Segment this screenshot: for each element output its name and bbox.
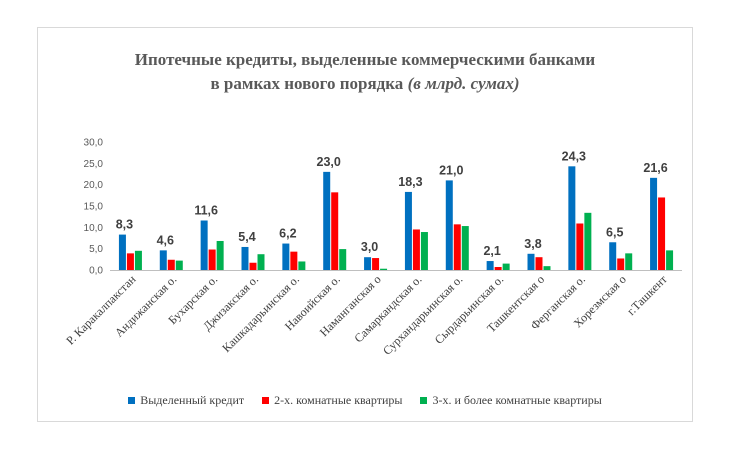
bar xyxy=(241,246,249,270)
category-label: Кашкадарьинская о. xyxy=(219,272,302,355)
data-label: 4,6 xyxy=(157,233,174,247)
y-tick-label: 5,0 xyxy=(89,244,103,255)
category-label: Сырдарьинская о. xyxy=(432,272,507,347)
data-label: 5,4 xyxy=(238,230,255,244)
bar xyxy=(609,242,617,270)
bar xyxy=(568,166,576,270)
chart-title-line2: в рамках нового порядка (в млрд. сумах) xyxy=(37,72,693,96)
bar xyxy=(290,251,298,270)
data-label: 21,6 xyxy=(643,161,667,175)
legend-item: 3-х. и более комнатные квартиры xyxy=(420,393,602,408)
chart-legend: Выделенный кредит 2-х. комнатные квартиры… xyxy=(37,393,693,408)
data-label: 23,0 xyxy=(317,155,341,169)
bar xyxy=(617,258,625,270)
bar xyxy=(625,253,633,270)
chart-frame xyxy=(37,27,693,422)
y-tick-label: 20,0 xyxy=(84,180,104,191)
legend-swatch xyxy=(262,397,270,404)
bar xyxy=(331,192,339,270)
y-tick-label: 0,0 xyxy=(89,266,103,277)
legend-item: 2-х. комнатные квартиры xyxy=(262,393,402,408)
data-label: 8,3 xyxy=(116,218,133,232)
chart-title-line1: Ипотечные кредиты, выделенные коммерческ… xyxy=(134,50,596,69)
data-label: 3,8 xyxy=(524,237,541,251)
bar xyxy=(323,171,331,270)
legend-swatch xyxy=(420,397,428,404)
data-label: 2,1 xyxy=(483,244,500,258)
y-tick-label: 15,0 xyxy=(84,202,104,213)
bar xyxy=(118,234,126,270)
chart-title: Ипотечные кредиты, выделенные коммерческ… xyxy=(37,48,693,96)
data-label: 24,3 xyxy=(562,149,586,163)
bar xyxy=(339,249,347,270)
bar xyxy=(380,268,388,270)
category-label: Р. Каракалпакстан xyxy=(63,272,139,348)
bar xyxy=(200,220,208,270)
bar xyxy=(257,254,265,270)
bar xyxy=(584,212,592,270)
bar xyxy=(412,229,420,270)
bar xyxy=(576,223,584,270)
data-label: 6,2 xyxy=(279,227,296,241)
data-label: 18,3 xyxy=(398,175,422,189)
bar xyxy=(486,261,494,270)
bar xyxy=(420,232,428,270)
bar xyxy=(494,267,502,270)
y-tick-label: 25,0 xyxy=(84,159,104,170)
legend-label: 3-х. и более комнатные квартиры xyxy=(432,393,602,407)
legend-label: 2-х. комнатные квартиры xyxy=(274,393,403,407)
bar xyxy=(527,253,535,270)
category-label: г.Ташкент xyxy=(624,272,670,318)
bar xyxy=(167,259,175,270)
bar xyxy=(445,180,453,270)
bar xyxy=(208,249,216,270)
bar xyxy=(650,177,658,270)
bar xyxy=(461,226,469,270)
bar xyxy=(134,250,142,270)
data-label: 21,0 xyxy=(439,163,463,177)
legend-label: Выделенный кредит xyxy=(140,393,245,407)
bar xyxy=(175,260,183,270)
bar xyxy=(364,257,372,270)
data-label: 6,5 xyxy=(606,225,623,239)
bar xyxy=(453,224,461,270)
legend-item: Выделенный кредит xyxy=(128,393,244,408)
y-tick-label: 10,0 xyxy=(84,223,104,234)
y-tick-label: 30,0 xyxy=(84,138,104,149)
data-label: 3,0 xyxy=(361,240,378,254)
chart-title-units: (в млрд. сумах) xyxy=(407,74,520,93)
bar xyxy=(126,253,134,270)
bar xyxy=(535,257,543,270)
bar xyxy=(298,261,306,270)
bar xyxy=(502,263,510,270)
bar xyxy=(404,191,412,270)
bar xyxy=(159,250,167,270)
bar xyxy=(666,250,674,270)
legend-swatch xyxy=(128,397,136,404)
bar xyxy=(372,258,380,270)
bar xyxy=(658,197,666,270)
chart-title-line2-text: в рамках нового порядка xyxy=(210,74,404,93)
bar xyxy=(216,240,224,270)
bar xyxy=(249,262,257,270)
bar xyxy=(282,243,290,270)
data-label: 11,6 xyxy=(194,204,218,218)
bar xyxy=(543,266,551,270)
